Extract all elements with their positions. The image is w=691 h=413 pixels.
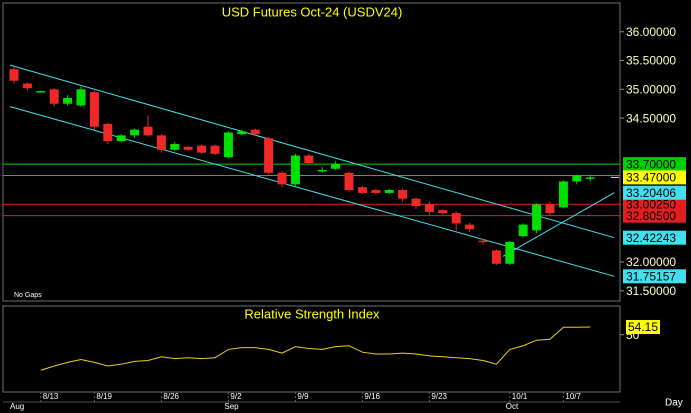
candle-body — [76, 89, 86, 106]
price-label: 33.20406 — [626, 186, 676, 200]
rsi-line — [40, 326, 591, 371]
x-tick-label: 9/2 — [230, 392, 242, 401]
candle-body — [558, 181, 568, 208]
candle-body — [585, 177, 595, 179]
candle-body — [183, 146, 193, 150]
candle-body — [143, 126, 153, 136]
price-label: 33.47000 — [626, 171, 676, 185]
candle-body — [197, 145, 207, 153]
candle-body — [545, 204, 555, 214]
candle-body — [49, 89, 59, 104]
x-tick-label: 10/1 — [512, 392, 528, 401]
price-label-box — [623, 269, 686, 284]
candle-body — [277, 172, 287, 185]
rsi-title: Relative Strength Index — [244, 306, 380, 321]
candle-body — [384, 190, 394, 193]
price-label: 32.42243 — [626, 231, 676, 245]
rsi-panel — [2, 305, 621, 393]
y-tick-label: 34.50000 — [626, 111, 676, 125]
candle-body — [63, 97, 73, 104]
candle-body — [237, 131, 247, 135]
candle-body — [344, 172, 354, 191]
candle-body — [532, 204, 542, 231]
y-tick-label: 32.00000 — [626, 255, 676, 269]
trendline — [502, 192, 615, 257]
candle-body — [223, 132, 233, 158]
x-tick-label: 8/13 — [43, 392, 59, 401]
candle-body — [451, 213, 461, 224]
price-label: 33.00250 — [626, 197, 676, 211]
candle-body — [156, 135, 166, 150]
price-label-box — [623, 230, 686, 245]
y-tick-label: 31.50000 — [626, 284, 676, 298]
rsi-last-label: 54.15 — [628, 320, 658, 334]
candle-body — [264, 138, 274, 173]
candle-body — [116, 135, 126, 142]
candle-body — [170, 144, 180, 150]
candle-body — [331, 164, 341, 169]
price-label-box — [623, 185, 686, 200]
candle-body — [290, 155, 300, 185]
candle-body — [478, 240, 488, 243]
rsi-label-box — [626, 320, 660, 335]
candle-body — [250, 129, 260, 135]
price-label-box — [623, 208, 686, 223]
trendline — [9, 64, 615, 239]
candle-body — [371, 190, 381, 193]
price-label: 33.70000 — [626, 157, 676, 171]
price-label-box — [623, 170, 686, 185]
x-tick-label: 8/26 — [163, 392, 179, 401]
x-tick-label: 8/19 — [96, 392, 112, 401]
price-label-box — [623, 197, 686, 212]
candle-body — [505, 241, 515, 264]
candle-body — [518, 224, 528, 237]
candle-body — [424, 204, 434, 212]
candle-body — [465, 224, 475, 230]
price-label: 31.75157 — [626, 269, 676, 283]
price-label: 32.80500 — [626, 209, 676, 223]
chart-title: USD Futures Oct-24 (USDV24) — [222, 4, 403, 19]
candle-body — [357, 187, 367, 193]
y-tick-label: 35.00000 — [626, 83, 676, 97]
candle-body — [411, 198, 421, 207]
x-tick-label: 9/16 — [364, 392, 380, 401]
candle-body — [36, 91, 46, 93]
candle-body — [103, 123, 113, 142]
candle-body — [89, 92, 99, 127]
month-label: Sep — [224, 402, 239, 411]
gap-note: No Gaps — [14, 292, 42, 299]
candle-body — [22, 83, 32, 89]
candle-body — [9, 69, 19, 81]
candle-body — [317, 169, 327, 172]
candle-body — [491, 250, 501, 264]
period-label: Day — [665, 398, 683, 409]
candle-body — [398, 190, 408, 199]
month-label: Aug — [10, 402, 24, 411]
candle-body — [130, 129, 140, 136]
price-panel — [2, 2, 621, 302]
candle-body — [572, 175, 582, 182]
month-label: Oct — [506, 402, 519, 411]
y-tick-label: 35.50000 — [626, 54, 676, 68]
candle-body — [210, 145, 220, 154]
candle-body — [438, 210, 448, 214]
y-tick-label: 36.00000 — [626, 25, 676, 39]
candle-body — [304, 155, 314, 164]
x-tick-label: 10/7 — [565, 392, 581, 401]
price-label-box — [623, 157, 686, 172]
x-tick-label: 9/23 — [431, 392, 447, 401]
x-tick-label: 9/9 — [297, 392, 309, 401]
